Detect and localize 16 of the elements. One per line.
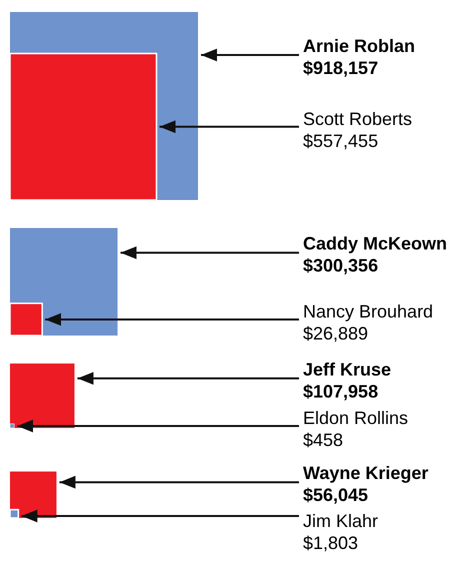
category-label: Arnie Roblan [303, 36, 416, 56]
data-label: $107,958 [303, 381, 378, 402]
category-label: Wayne Krieger [303, 463, 428, 484]
category-label: Nancy Brouhard [303, 301, 434, 322]
category-label: Scott Roberts [303, 108, 412, 129]
data-label: $918,157 [303, 58, 378, 78]
data-label: $458 [303, 430, 344, 450]
category-label: Eldon Rollins [303, 408, 408, 428]
data-label: $1,803 [303, 533, 358, 554]
data-label: $56,045 [303, 485, 368, 506]
data-label: $300,356 [303, 256, 378, 276]
category-label: Jim Klahr [303, 511, 378, 532]
category-label: Jeff Kruse [303, 359, 392, 380]
data-label: $557,455 [303, 130, 378, 151]
category-label: Caddy McKeown [303, 234, 448, 254]
data-label: $26,889 [303, 323, 368, 344]
